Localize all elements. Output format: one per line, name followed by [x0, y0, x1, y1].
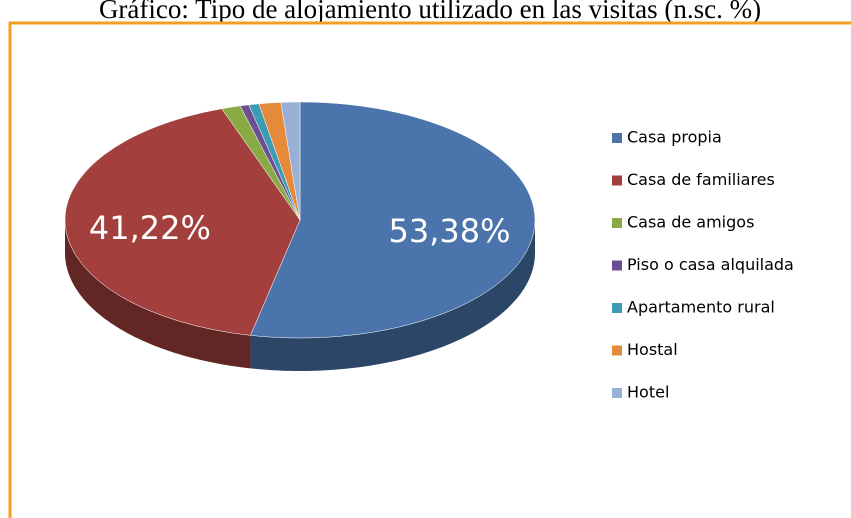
chart-title: Gráfico: Tipo de alojamiento utilizado e…	[99, 0, 761, 24]
slice	[280, 101, 301, 221]
legend-swatch	[612, 175, 622, 186]
legend-label: Apartamento rural	[627, 298, 775, 317]
value-label: 41,22%	[89, 209, 211, 247]
legend-swatch	[612, 388, 622, 398]
legend-label: Casa de amigos	[627, 213, 754, 232]
slice	[250, 101, 536, 339]
legend-label: Casa propia	[627, 128, 722, 147]
legend-swatch	[612, 133, 622, 143]
slice-side	[250, 220, 535, 371]
value-label: 53,38%	[389, 212, 511, 250]
legend-label: Hotel	[627, 383, 669, 402]
legend-swatch	[612, 303, 622, 313]
legend-swatch	[612, 218, 622, 228]
legend-label: Casa de familiares	[627, 170, 775, 189]
legend-swatch	[612, 345, 622, 356]
legend-swatch	[612, 260, 622, 271]
slice	[64, 108, 301, 336]
slice-side	[65, 220, 251, 369]
legend-label: Hostal	[627, 340, 678, 359]
legend-label: Piso o casa alquilada	[627, 255, 794, 274]
